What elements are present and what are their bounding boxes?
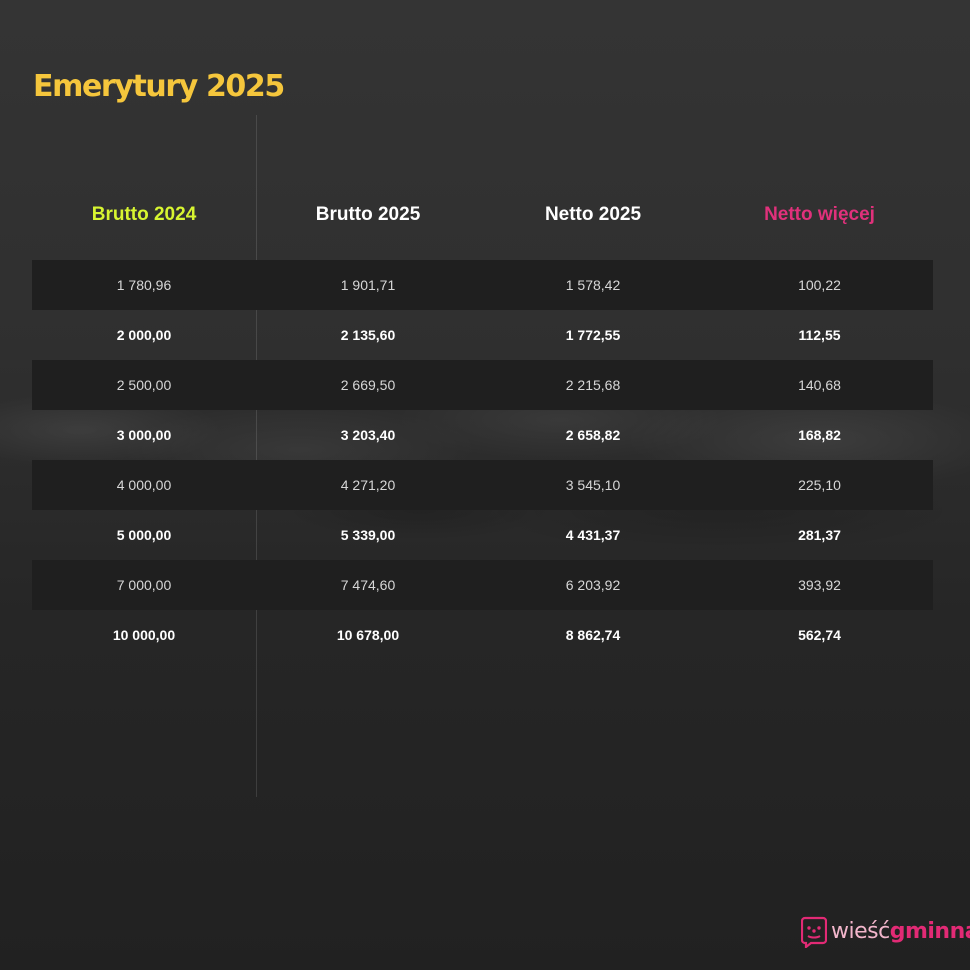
- cell-row-7-netto-wiecej: 393,92: [798, 577, 841, 593]
- cell-row-3-brutto-2025: 2 669,50: [340, 377, 396, 393]
- table-row-3: 2 500,00 2 669,50 2 215,68 140,68: [32, 360, 933, 410]
- header-netto-wiecej: Netto więcej: [764, 203, 875, 225]
- cell-row-5-netto-wiecej: 225,10: [798, 477, 841, 493]
- cell-row-4-netto-2025: 2 658,82: [565, 427, 621, 443]
- table-body: 1 780,96 1 901,71 1 578,42 100,22 2 000,…: [32, 260, 933, 660]
- table-row-4: 3 000,00 3 203,40 2 658,82 168,82: [32, 410, 933, 460]
- data-table: Brutto 2024 Brutto 2025 Netto 2025 Netto…: [32, 180, 933, 660]
- speech-bubble-icon: [801, 916, 827, 948]
- logo-text-prefix: wieść: [831, 919, 890, 944]
- table-row-2: 2 000,00 2 135,60 1 772,55 112,55: [32, 310, 933, 360]
- cell-row-8-netto-wiecej: 562,74: [798, 627, 841, 643]
- chart-title: Emerytury 2025: [33, 69, 285, 104]
- cell-row-4-brutto-2025: 3 203,40: [340, 427, 396, 443]
- cell-row-2-netto-wiecej: 112,55: [798, 327, 841, 343]
- table-row-5: 4 000,00 4 271,20 3 545,10 225,10: [32, 460, 933, 510]
- cell-row-7-brutto-2024: 7 000,00: [116, 577, 172, 593]
- cell-row-5-netto-2025: 3 545,10: [565, 477, 621, 493]
- cell-row-8-netto-2025: 8 862,74: [565, 627, 621, 643]
- cell-row-3-brutto-2024: 2 500,00: [116, 377, 172, 393]
- header-netto-2025: Netto 2025: [544, 203, 642, 225]
- column-divider: [256, 115, 257, 797]
- cell-row-1-netto-2025: 1 578,42: [565, 277, 621, 293]
- header-brutto-2025: Brutto 2025: [315, 203, 421, 225]
- table-row-1: 1 780,96 1 901,71 1 578,42 100,22: [32, 260, 933, 310]
- cell-row-2-brutto-2025: 2 135,60: [340, 327, 396, 343]
- cell-row-8-brutto-2025: 10 678,00: [336, 627, 400, 643]
- cell-row-6-netto-2025: 4 431,37: [565, 527, 621, 543]
- table-row-7: 7 000,00 7 474,60 6 203,92 393,92: [32, 560, 933, 610]
- cell-row-6-brutto-2024: 5 000,00: [116, 527, 172, 543]
- logo-text-suffix: gminna: [889, 919, 970, 944]
- table-row-8: 10 000,00 10 678,00 8 862,74 562,74: [32, 610, 933, 660]
- cell-row-6-brutto-2025: 5 339,00: [340, 527, 396, 543]
- cell-row-8-brutto-2024: 10 000,00: [112, 627, 176, 643]
- cell-row-7-netto-2025: 6 203,92: [565, 577, 621, 593]
- cell-row-3-netto-2025: 2 215,68: [565, 377, 621, 393]
- cell-row-1-brutto-2025: 1 901,71: [340, 277, 396, 293]
- table-row-6: 5 000,00 5 339,00 4 431,37 281,37: [32, 510, 933, 560]
- cell-row-4-netto-wiecej: 168,82: [798, 427, 841, 443]
- table-header-row: Brutto 2024 Brutto 2025 Netto 2025 Netto…: [32, 180, 933, 248]
- cell-row-5-brutto-2024: 4 000,00: [116, 477, 172, 493]
- cell-row-7-brutto-2025: 7 474,60: [340, 577, 396, 593]
- cell-row-1-netto-wiecej: 100,22: [798, 277, 841, 293]
- brand-logo: wieśćgminna: [801, 915, 970, 949]
- cell-row-4-brutto-2024: 3 000,00: [116, 427, 172, 443]
- cell-row-2-netto-2025: 1 772,55: [565, 327, 621, 343]
- cell-row-2-brutto-2024: 2 000,00: [116, 327, 172, 343]
- cell-row-5-brutto-2025: 4 271,20: [340, 477, 396, 493]
- header-brutto-2024: Brutto 2024: [91, 203, 197, 225]
- cell-row-3-netto-wiecej: 140,68: [798, 377, 841, 393]
- cell-row-6-netto-wiecej: 281,37: [798, 527, 841, 543]
- logo-text: wieśćgminna: [831, 921, 970, 943]
- cell-row-1-brutto-2024: 1 780,96: [116, 277, 172, 293]
